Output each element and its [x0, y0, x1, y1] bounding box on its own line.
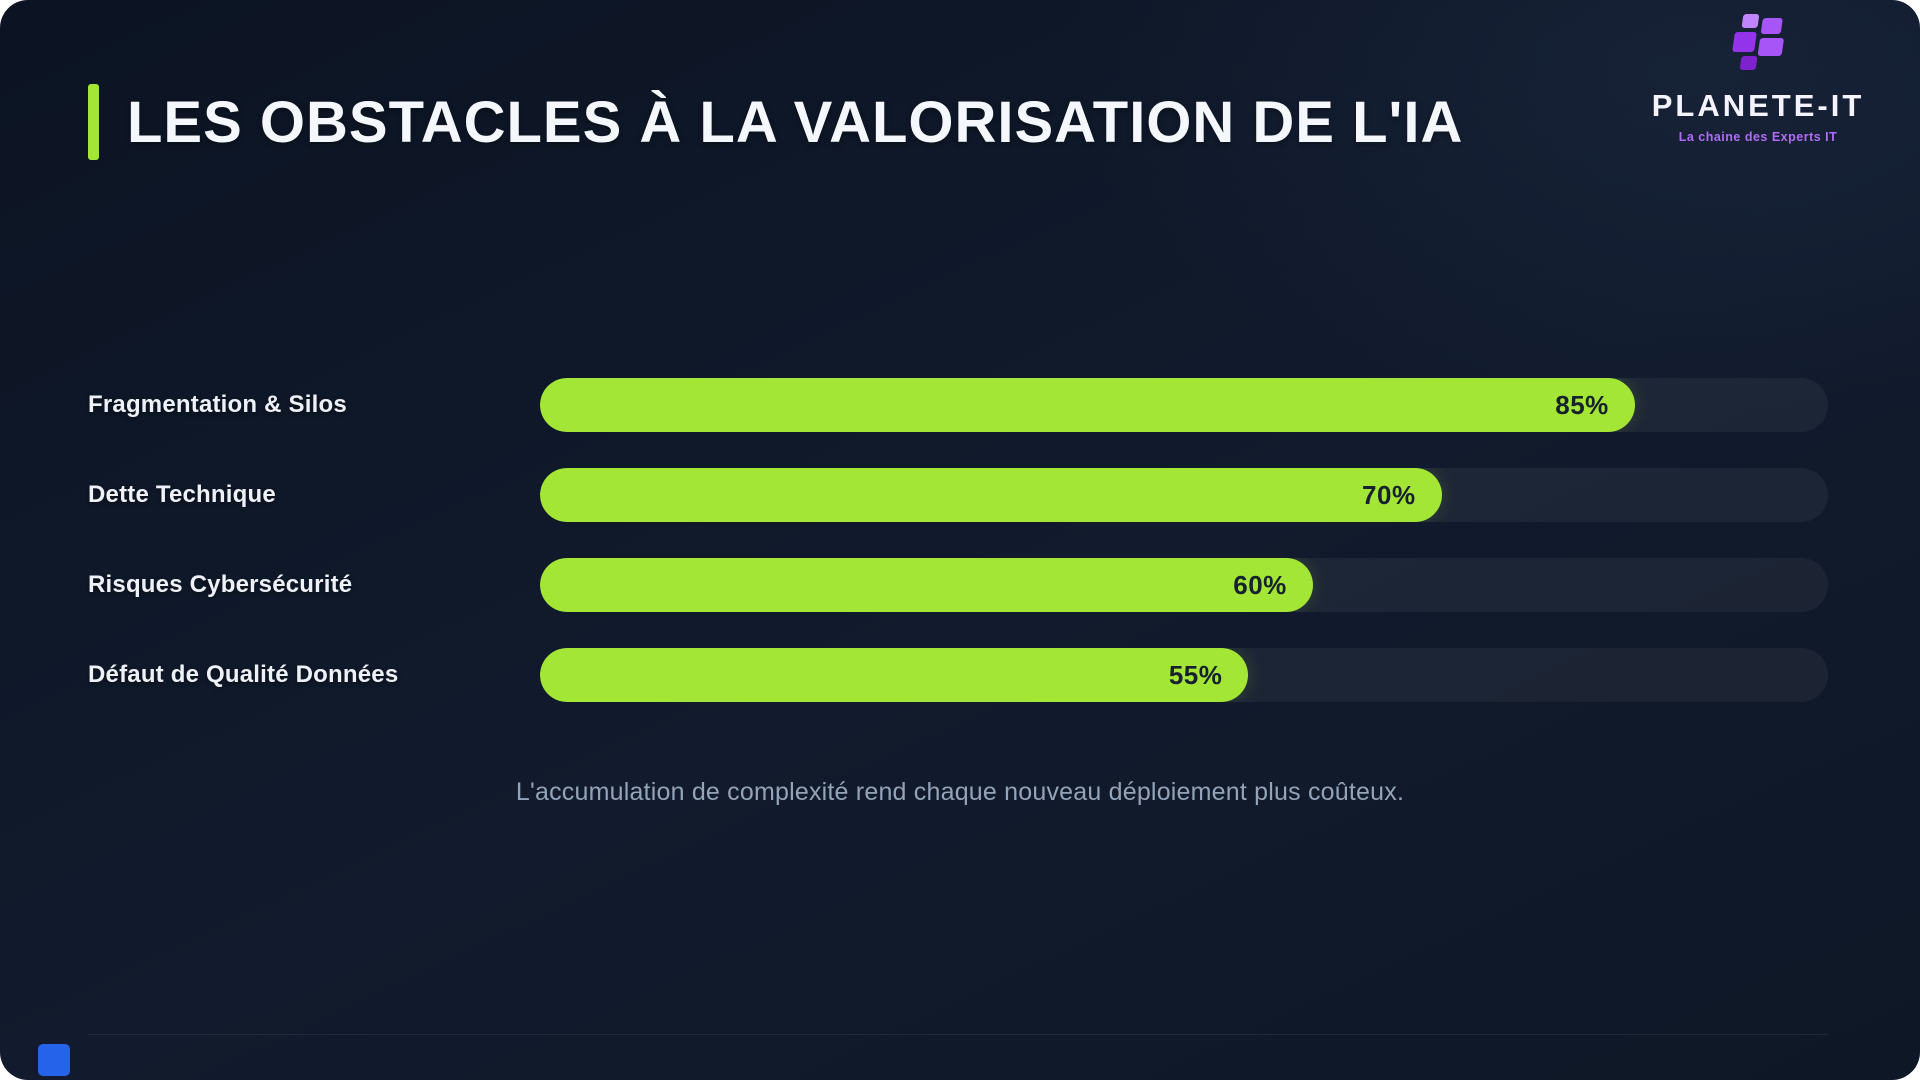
bar-row: Dette Technique 70% — [88, 468, 1828, 522]
chart-caption: L'accumulation de complexité rend chaque… — [515, 778, 1405, 806]
title-accent-bar — [88, 84, 99, 160]
footer-divider — [88, 1034, 1828, 1035]
corner-blue-square — [38, 1044, 70, 1076]
bar-value-label: 60% — [1233, 569, 1287, 600]
bar-row: Fragmentation & Silos 85% — [88, 378, 1828, 432]
bar-track: 60% — [540, 558, 1828, 612]
planete-it-logo: PLANETE-IT La chaine des Experts IT — [1638, 10, 1878, 144]
header: LES OBSTACLES À LA VALORISATION DE L'IA — [88, 84, 1463, 160]
planete-it-logo-icon — [1732, 14, 1784, 70]
bar-label: Défaut de Qualité Données — [88, 661, 399, 688]
bar-value-label: 70% — [1362, 479, 1416, 510]
bar-track: 85% — [540, 378, 1828, 432]
bar-track: 70% — [540, 468, 1828, 522]
bar-fill: 85% — [540, 378, 1635, 432]
bar-label: Dette Technique — [88, 481, 276, 508]
bar-chart: Fragmentation & Silos 85% Dette Techniqu… — [88, 378, 1828, 702]
bar-value-label: 85% — [1555, 389, 1609, 420]
logo-tagline: La chaine des Experts IT — [1678, 130, 1838, 144]
bar-row: Risques Cybersécurité 60% — [88, 558, 1828, 612]
bar-label: Risques Cybersécurité — [88, 571, 353, 598]
logo-name: PLANETE-IT — [1651, 88, 1865, 123]
bar-label: Fragmentation & Silos — [88, 391, 347, 418]
bar-row: Défaut de Qualité Données 55% — [88, 648, 1828, 702]
bar-fill: 70% — [540, 468, 1442, 522]
bar-value-label: 55% — [1168, 659, 1223, 690]
bar-track: 55% — [540, 648, 1828, 702]
page-title: LES OBSTACLES À LA VALORISATION DE L'IA — [127, 89, 1464, 155]
bar-fill: 55% — [540, 648, 1249, 702]
bar-fill: 60% — [540, 558, 1313, 612]
